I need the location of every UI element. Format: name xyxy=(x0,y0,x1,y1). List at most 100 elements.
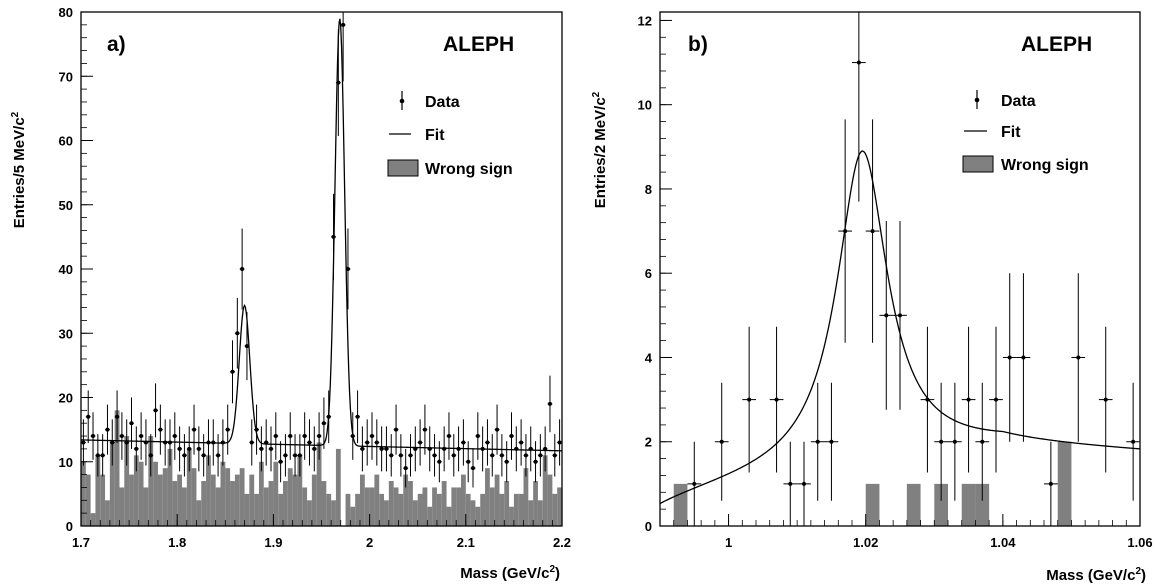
data-marker xyxy=(379,446,384,451)
wrong-sign-bar xyxy=(408,481,413,526)
data-marker xyxy=(788,481,793,486)
data-marker xyxy=(355,414,360,419)
wrong-sign-bar xyxy=(133,455,139,526)
wrong-sign-bar xyxy=(542,455,548,526)
wrong-sign-bar xyxy=(206,455,211,526)
data-point xyxy=(865,119,880,343)
wrong-sign-bar xyxy=(523,468,529,526)
wrong-sign-bar xyxy=(557,487,562,526)
wrong-sign-bar xyxy=(220,461,226,526)
wrong-sign-bar xyxy=(350,506,356,526)
x-tick-label: 2 xyxy=(366,535,373,550)
wrong-sign-histogram-a xyxy=(81,410,562,526)
data-point xyxy=(340,12,346,82)
y-tick-label: 20 xyxy=(59,391,73,406)
wrong-sign-bar xyxy=(263,487,269,526)
data-point xyxy=(436,441,442,483)
legend-wrong-sign-box-b xyxy=(962,155,994,173)
data-marker xyxy=(225,427,230,432)
wrong-sign-bar xyxy=(283,481,288,526)
wrong-sign-bar xyxy=(906,483,921,526)
data-marker xyxy=(884,313,889,318)
legend-b: Data Fit Wrong sign xyxy=(962,90,1089,174)
data-marker xyxy=(331,234,336,239)
data-marker xyxy=(829,439,834,444)
wrong-sign-bar xyxy=(499,493,505,526)
panel-label-a: a) xyxy=(107,33,126,56)
wrong-sign-bar xyxy=(177,474,183,526)
data-marker xyxy=(547,401,552,406)
data-point xyxy=(124,419,130,466)
data-marker xyxy=(360,446,365,451)
data-point xyxy=(249,419,255,466)
data-marker xyxy=(374,440,379,445)
data-marker xyxy=(442,446,447,451)
wrong-sign-bar xyxy=(379,493,385,526)
wrong-sign-bar xyxy=(427,506,433,526)
data-point xyxy=(109,419,115,466)
data-point xyxy=(331,193,336,280)
data-marker xyxy=(129,421,134,426)
y-tick-label: 0 xyxy=(66,519,73,534)
data-marker xyxy=(446,434,451,439)
data-point xyxy=(714,382,729,501)
wrong-sign-bar xyxy=(961,483,976,526)
data-point xyxy=(215,434,221,477)
axis-ticks-b: 1 1.02 1.04 1.06 0 2 4 6 8 10 12 xyxy=(638,13,1153,550)
wrong-sign-bar xyxy=(504,481,510,526)
data-point xyxy=(810,382,825,501)
data-marker xyxy=(182,453,187,458)
data-marker xyxy=(216,453,221,458)
wrong-sign-bar xyxy=(446,506,452,526)
data-marker xyxy=(461,440,466,445)
data-marker xyxy=(297,453,302,458)
data-marker xyxy=(802,481,806,486)
data-point xyxy=(920,326,935,473)
wrong-sign-bar xyxy=(311,474,317,526)
wrong-sign-bar xyxy=(417,493,423,526)
x-tick-label: 1.7 xyxy=(72,535,90,550)
data-marker xyxy=(105,427,110,432)
y-axis-label-a: Entries/5 MeV/c2 xyxy=(10,111,28,228)
data-marker xyxy=(273,434,278,439)
data-point xyxy=(297,434,303,477)
wrong-sign-bar xyxy=(119,487,125,526)
data-point xyxy=(263,419,269,466)
data-point xyxy=(273,412,279,460)
data-marker xyxy=(437,459,442,464)
data-marker xyxy=(692,481,697,486)
data-point xyxy=(321,397,327,449)
data-marker xyxy=(422,427,427,432)
data-marker xyxy=(413,446,418,451)
wrong-sign-bar xyxy=(528,500,534,526)
wrong-sign-bar xyxy=(441,481,447,526)
wrong-sign-bar xyxy=(215,487,221,526)
data-marker xyxy=(925,397,930,402)
data-point xyxy=(100,434,106,477)
data-point xyxy=(1002,273,1017,442)
data-point xyxy=(557,419,562,466)
data-marker xyxy=(394,427,399,432)
data-marker xyxy=(317,434,322,439)
wrong-sign-histogram-b xyxy=(673,441,1072,526)
data-point xyxy=(182,434,187,477)
wrong-sign-bar xyxy=(509,506,514,526)
wrong-sign-bar xyxy=(182,487,187,526)
data-marker xyxy=(384,446,389,451)
data-marker xyxy=(259,446,264,451)
data-marker xyxy=(115,414,120,419)
data-point xyxy=(302,412,308,460)
y-tick-label: 70 xyxy=(59,69,73,84)
data-marker xyxy=(336,80,341,85)
data-marker xyxy=(980,439,985,444)
wrong-sign-bar xyxy=(90,513,96,526)
wrong-sign-bar xyxy=(109,442,115,526)
data-point xyxy=(355,390,360,444)
data-marker xyxy=(408,453,413,458)
data-point xyxy=(513,426,519,472)
data-point xyxy=(432,434,437,477)
data-point xyxy=(364,419,370,466)
data-marker xyxy=(264,440,269,445)
data-marker xyxy=(350,434,355,439)
wrong-sign-bar xyxy=(513,493,519,526)
